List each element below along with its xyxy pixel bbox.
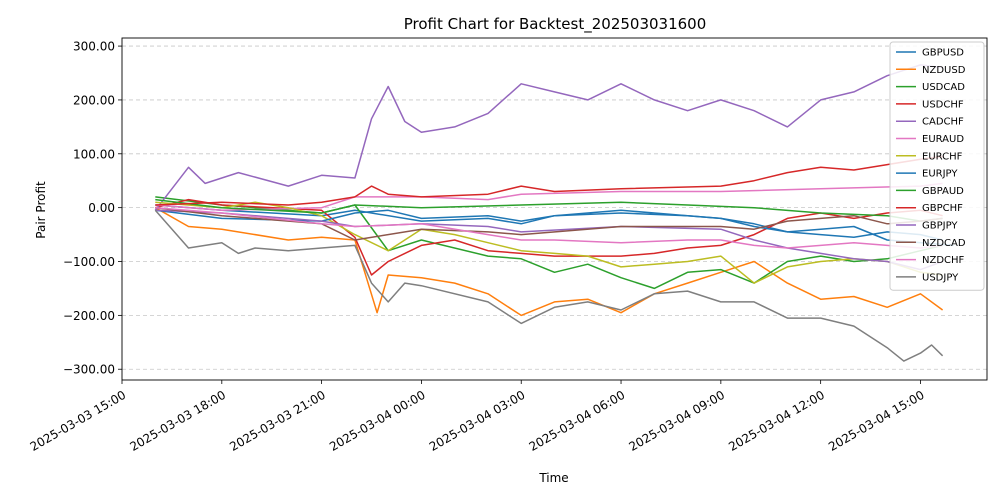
y-tick-label: −100.00 — [63, 255, 115, 269]
y-tick-label: 200.00 — [73, 93, 115, 107]
y-tick-label: 100.00 — [73, 147, 115, 161]
x-tick-label: 2025-03-04 06:00 — [527, 388, 628, 454]
series-line-euraud — [155, 182, 943, 212]
y-tick-label: −200.00 — [63, 309, 115, 323]
series-line-cadchf — [154, 64, 943, 211]
legend-label-gbpchf: GBPCHF — [922, 203, 963, 214]
legend-label-eurjpy: EURJPY — [922, 169, 958, 180]
x-tick-label: 2025-03-04 12:00 — [726, 388, 827, 454]
series-line-nzdchf — [155, 206, 943, 249]
y-axis: −300.00 −200.00 −100.00 0.00 100.00 200.00 300… — [63, 40, 122, 377]
series-line-nzdusd — [154, 207, 944, 317]
x-axis-label: Time — [538, 471, 568, 485]
series-layer — [154, 64, 954, 362]
legend-label-usdjpy: USDJPY — [922, 272, 959, 283]
legend-frame — [889, 41, 985, 291]
series-line-gbpusd — [155, 204, 954, 247]
x-tick-label: 2025-03-03 15:00 — [28, 388, 129, 454]
legend-label-gbpaud: GBPAUD — [922, 186, 964, 197]
series-line-usdjpy — [154, 209, 944, 362]
x-tick-label: 2025-03-04 09:00 — [626, 388, 727, 454]
x-axis: 2025-03-03 15:00 2025-03-03 18:00 2025-03-… — [28, 380, 927, 454]
legend-label-nzdcad: NZDCAD — [922, 238, 966, 249]
x-tick-label: 2025-03-04 00:00 — [327, 388, 428, 454]
legend-label-usdchf: USDCHF — [922, 99, 964, 110]
legend-label-gbpjpy: GBPJPY — [922, 221, 958, 232]
legend-label-nzdchf: NZDCHF — [922, 255, 965, 266]
series-line-eurchf — [155, 201, 943, 284]
plot-frame — [121, 37, 988, 381]
legend: GBPUSD NZDUSD USDCAD USDCHF CADCHF EURAUD EURC… — [889, 41, 985, 291]
legend-label-usdcad: USDCAD — [922, 82, 965, 93]
chart-title: Profit Chart for Backtest_202503031600 — [404, 15, 707, 34]
y-tick-label: −300.00 — [63, 363, 115, 377]
series-line-gbpjpy — [155, 209, 943, 271]
series-line-eurjpy — [155, 209, 943, 241]
x-tick-label: 2025-03-03 21:00 — [227, 388, 328, 454]
legend-label-eurchf: EURCHF — [922, 151, 963, 162]
x-tick-label: 2025-03-04 15:00 — [826, 388, 927, 454]
legend-label-gbpusd: GBPUSD — [922, 48, 964, 59]
series-line-nzdcad — [155, 206, 943, 241]
legend-label-nzdusd: NZDUSD — [922, 65, 966, 76]
x-tick-label: 2025-03-03 18:00 — [127, 388, 228, 454]
x-tick-label: 2025-03-04 03:00 — [427, 388, 528, 454]
legend-label-euraud: EURAUD — [922, 134, 964, 145]
y-axis-label: Pair Profit — [34, 181, 48, 239]
legend-label-cadchf: CADCHF — [922, 117, 964, 128]
y-tick-label: 300.00 — [73, 40, 115, 54]
series-line-gbpchf — [155, 155, 943, 206]
series-line-gbpaud — [155, 198, 943, 222]
y-tick-label: 0.00 — [88, 201, 115, 215]
